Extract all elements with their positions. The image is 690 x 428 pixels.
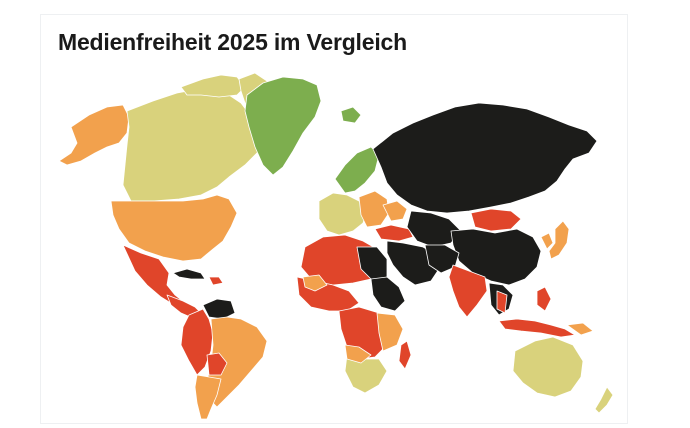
region-southern-africa (344, 354, 388, 394)
region-ukraine (382, 200, 408, 222)
world-map (58, 72, 614, 420)
region-western-europe (318, 192, 368, 236)
region-mongolia (470, 208, 522, 232)
region-central-asia (406, 210, 462, 248)
region-madagascar (398, 340, 412, 370)
region-new-zealand (594, 386, 614, 414)
region-cuba (172, 268, 206, 280)
region-russia (372, 102, 598, 214)
region-eastern-europe (358, 190, 390, 228)
region-papua (566, 322, 594, 336)
region-arctic-islands (180, 74, 246, 98)
region-southern-cone (194, 374, 222, 420)
region-turkey (374, 224, 414, 242)
region-east-africa (376, 312, 404, 352)
region-venezuela (202, 298, 236, 320)
region-caribbean (208, 276, 224, 286)
region-india (448, 264, 488, 318)
region-horn (370, 276, 406, 312)
region-angola-zambia (344, 344, 372, 364)
region-bolivia (206, 352, 228, 376)
map-title: Medienfreiheit 2025 im Vergleich (58, 29, 407, 55)
region-andes (180, 308, 214, 376)
region-mexico (122, 244, 186, 308)
map-card: Medienfreiheit 2025 im Vergleich (40, 14, 628, 424)
region-alaska (58, 104, 130, 166)
region-iceland (340, 106, 362, 124)
region-sahel (302, 274, 328, 292)
region-korea (540, 232, 554, 250)
region-philippines (536, 286, 552, 312)
region-scandinavia (334, 146, 380, 194)
region-greenland (244, 76, 322, 176)
region-japan (548, 220, 570, 260)
region-australia (512, 336, 584, 398)
region-indonesia (498, 318, 576, 338)
region-thailand (496, 290, 508, 314)
region-china (450, 228, 542, 286)
region-usa (110, 194, 238, 262)
